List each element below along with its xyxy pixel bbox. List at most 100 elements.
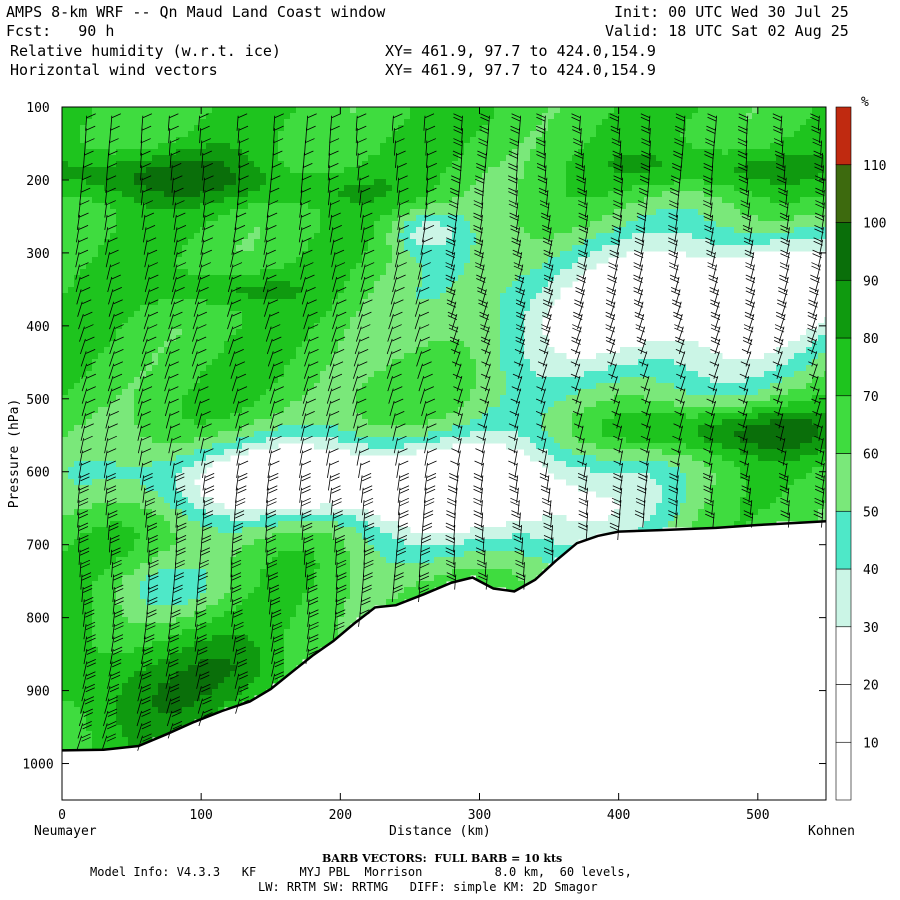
wind-barb [85,115,88,131]
wind-barb [303,314,309,330]
y-tick-label: 900 [26,685,49,700]
wind-barb [578,301,584,317]
wind-barb [577,314,583,330]
wind-barb [547,214,551,231]
wind-barb [227,289,233,305]
wind-barb [482,537,485,553]
wind-barb [197,686,202,702]
wind-barb [426,165,429,181]
colorbar-swatch [835,510,852,570]
wind-barb [548,276,554,293]
wind-barb-column [570,113,589,541]
wind-barb [104,425,110,441]
wind-barb [194,624,198,640]
wind-barb [386,351,393,367]
wind-barb [585,214,589,231]
wind-barb [263,239,268,255]
wind-barb [424,128,427,144]
wind-barb [549,500,552,516]
wind-barb [104,487,108,503]
wind-barb [143,227,147,243]
wind-barb [236,462,240,479]
wind-barb [451,252,456,268]
wind-barb [238,152,241,168]
wind-barb [166,636,171,652]
wind-barb [424,475,428,491]
wind-barb [108,363,115,379]
wind-barb [165,351,171,367]
wind-barb [394,140,396,156]
wind-barb [335,574,338,590]
wind-barb [169,152,172,168]
wind-barb [517,363,524,379]
wind-barb [386,363,393,379]
wind-barb [327,165,330,181]
colorbar-label: 110 [863,159,886,174]
wind-barb [821,500,824,516]
wind-barb [165,686,171,702]
wind-barb [513,425,519,441]
wind-barb [164,376,170,392]
wind-barb [418,252,424,268]
wind-barb [453,549,456,565]
wind-barb [390,413,396,429]
wind-barb [821,214,825,231]
wind-barb [332,276,338,293]
wind-barb [303,326,310,342]
wind-barb [748,314,755,330]
wind-barb [103,710,109,727]
wind-barb [230,574,233,590]
wind-barb [543,128,546,144]
wind-barb [302,537,305,553]
wind-barb [710,190,713,206]
wind-barb [227,276,233,293]
wind-barb [234,673,240,689]
wind-barb [544,326,551,342]
wind-barb [417,363,423,379]
wind-barb [786,487,790,503]
wind-barb [423,214,427,231]
wind-barb [746,338,753,355]
wind-barb [393,264,399,280]
wind-barb [334,599,338,615]
wind-barb [77,487,81,503]
wind-barb [450,264,456,280]
wind-barb [481,512,484,528]
wind-barb [102,723,108,739]
wind-barb [484,400,490,417]
wind-barb [358,177,361,193]
colorbar-label: 90 [863,274,879,289]
wind-barb [710,487,713,503]
wind-barb [516,227,520,243]
wind-barb [144,264,150,280]
wind-barb [198,425,204,441]
wind-barb [453,524,456,541]
wind-barb [327,376,334,392]
wind-barb [83,648,88,665]
wind-barb [546,475,550,491]
wind-barb [781,140,784,156]
wind-barb [270,624,274,640]
wind-barb [141,202,145,218]
wind-barb [515,388,522,404]
wind-barb [644,475,648,491]
wind-barb [168,128,171,144]
colorbar-swatch [835,164,852,223]
wind-barb-column [101,113,124,751]
wind-barb [361,252,366,268]
wind-barb [641,227,646,243]
wind-barb [479,227,483,243]
wind-barb [522,549,525,565]
wind-barb [329,214,333,231]
wind-barb [104,214,108,231]
wind-barb [300,177,303,193]
wind-barb [104,438,109,454]
wind-barb [263,289,269,305]
wind-barb [78,710,85,727]
wind-barb [361,239,366,255]
wind-barb [551,549,554,565]
wind-barb [103,450,108,466]
wind-barb [194,388,200,404]
wind-barb [814,276,820,293]
wind-barb [457,438,462,454]
